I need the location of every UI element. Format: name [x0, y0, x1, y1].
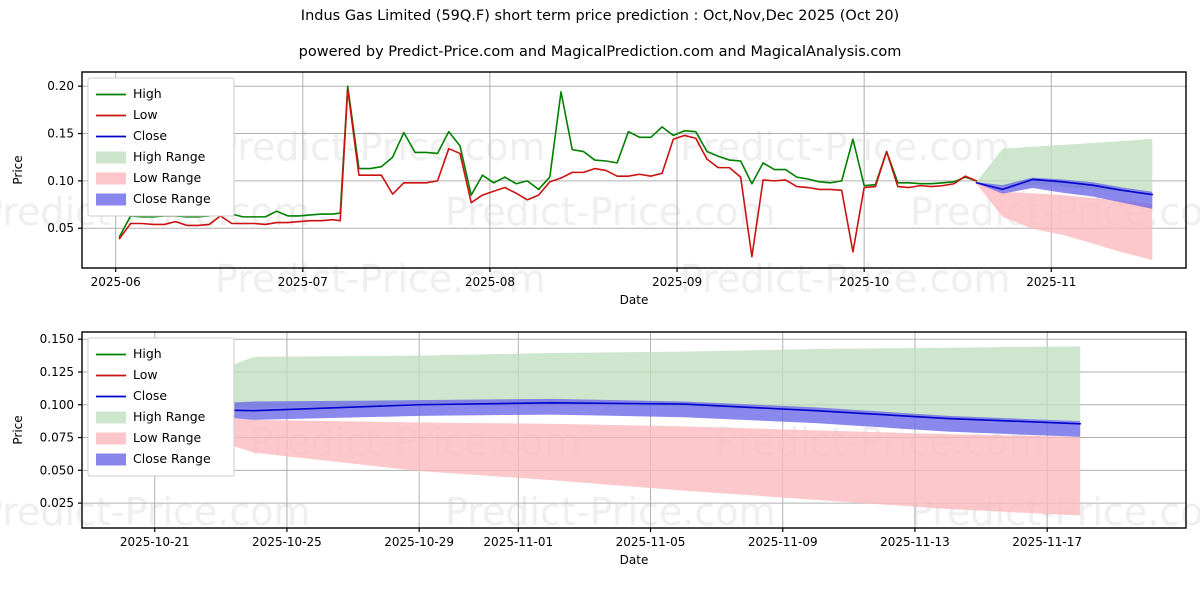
- legend-patch-swatch: [96, 172, 126, 185]
- y-tick-label: 0.025: [40, 496, 74, 510]
- x-tick-label: 2025-11-01: [483, 535, 553, 549]
- legend-item[interactable]: High: [96, 86, 162, 101]
- legend-patch-swatch: [96, 432, 126, 445]
- series-line-close: [120, 401, 1082, 425]
- legend-item-label: Low Range: [133, 170, 202, 185]
- watermark-text: Predict-Price.com: [215, 125, 546, 169]
- x-tick-label: 2025-11: [1026, 275, 1076, 289]
- y-axis-label: Price: [11, 415, 25, 444]
- y-tick-label: 0.15: [47, 127, 74, 141]
- y-tick-label: 0.075: [40, 431, 74, 445]
- legend-item[interactable]: High Range: [96, 149, 206, 164]
- legend-patch-swatch: [96, 151, 126, 164]
- x-tick-label: 2025-10: [839, 275, 889, 289]
- bottom-chart-svg: Predict-Price.comPredict-Price.comPredic…: [0, 331, 1200, 567]
- band-close-range: [121, 398, 1081, 437]
- x-tick-label: 2025-07: [278, 275, 328, 289]
- x-tick-label: 2025-10-29: [384, 535, 454, 549]
- plot-frame: [81, 331, 1187, 529]
- x-tick-label: 2025-09: [652, 275, 702, 289]
- plot-frame: [81, 71, 1187, 269]
- band-close-range: [976, 177, 1153, 209]
- x-tick-label: 2025-11-17: [1012, 535, 1082, 549]
- legend-item-label: Close Range: [133, 191, 211, 206]
- series-line-close: [975, 178, 1154, 196]
- plot-content: [120, 346, 1082, 516]
- series-line-low: [118, 88, 978, 258]
- legend-item[interactable]: Low: [96, 107, 158, 122]
- legend-item-label: Close: [133, 388, 167, 403]
- legend: High Low Close High Range Low Range Close Ran…: [87, 337, 235, 477]
- legend-item-label: Close: [133, 128, 167, 143]
- band-low-range: [976, 181, 1153, 260]
- x-tick-label: 2025-08: [465, 275, 515, 289]
- watermark-text: Predict-Price.com: [215, 257, 546, 301]
- band-high-range: [976, 138, 1153, 195]
- y-tick-label: 0.05: [47, 221, 74, 235]
- legend-item[interactable]: Close Range: [96, 451, 211, 466]
- legend-item[interactable]: Low: [96, 367, 158, 382]
- legend-item[interactable]: High Range: [96, 409, 206, 424]
- y-tick-label: 0.100: [40, 398, 74, 412]
- y-tick-label: 0.050: [40, 463, 74, 477]
- legend-item-label: Low: [133, 367, 158, 382]
- legend-patch-swatch: [96, 411, 126, 424]
- legend-item[interactable]: High: [96, 346, 162, 361]
- legend-item-label: Low Range: [133, 430, 202, 445]
- axes: 0.025 0.050 0.075 0.100 0.125 0.150 2025-10-21…: [40, 332, 1082, 549]
- page-title: Indus Gas Limited (59Q.F) short term pri…: [300, 8, 900, 24]
- watermark-text: Predict-Price.com: [680, 125, 1011, 169]
- legend-patch-swatch: [96, 453, 126, 466]
- y-tick-label: 0.10: [47, 174, 74, 188]
- grid-lines: [82, 72, 1186, 268]
- x-tick-label: 2025-11-09: [748, 535, 818, 549]
- top-chart-svg: Predict-Price.com Predict-Price.com Predic…: [0, 71, 1200, 307]
- series-line-high: [118, 85, 978, 238]
- watermark-text: Predict-Price.com: [445, 490, 776, 534]
- y-tick-label: 0.125: [40, 365, 74, 379]
- legend-item[interactable]: Close: [96, 388, 167, 403]
- legend-item-label: High: [133, 86, 162, 101]
- x-tick-label: 2025-11-13: [880, 535, 950, 549]
- legend-item-label: High Range: [133, 149, 206, 164]
- x-tick-label: 2025-10-25: [252, 535, 322, 549]
- y-tick-label: 0.150: [40, 332, 74, 346]
- axes: 0.05 0.10 0.15 0.20 2025-06 2025-07 2025-08 202…: [47, 79, 1076, 289]
- legend-item-label: High: [133, 346, 162, 361]
- plot-content: [118, 85, 1154, 260]
- x-axis-label: Date: [620, 553, 649, 567]
- watermark-text: Predict-Price.com: [0, 490, 311, 534]
- legend-patch-swatch: [96, 193, 126, 206]
- bottom-chart-panel: Predict-Price.comPredict-Price.comPredic…: [0, 320, 1200, 600]
- top-chart-panel: Predict-Price.com Predict-Price.com Predic…: [0, 60, 1200, 320]
- legend-item[interactable]: Close: [96, 128, 167, 143]
- legend-item-label: Close Range: [133, 451, 211, 466]
- legend-item[interactable]: Low Range: [96, 170, 202, 185]
- band-low-range: [121, 409, 1081, 516]
- y-tick-label: 0.20: [47, 79, 74, 93]
- x-tick-label: 2025-11-05: [616, 535, 686, 549]
- legend: High Low Close High Range Low Range Close Ran…: [87, 77, 235, 217]
- x-tick-label: 2025-10-21: [120, 535, 190, 549]
- watermark-text: Predict-Price.com: [680, 257, 1011, 301]
- legend-item[interactable]: Close Range: [96, 191, 211, 206]
- legend-item[interactable]: Low Range: [96, 430, 202, 445]
- legend-item-label: High Range: [133, 409, 206, 424]
- legend-item-label: Low: [133, 107, 158, 122]
- x-tick-label: 2025-06: [91, 275, 141, 289]
- watermark-text: Predict-Price.com: [445, 190, 776, 234]
- page-subtitle: powered by Predict-Price.com and Magical…: [298, 44, 902, 60]
- y-axis-label: Price: [11, 155, 25, 184]
- x-axis-label: Date: [620, 293, 649, 307]
